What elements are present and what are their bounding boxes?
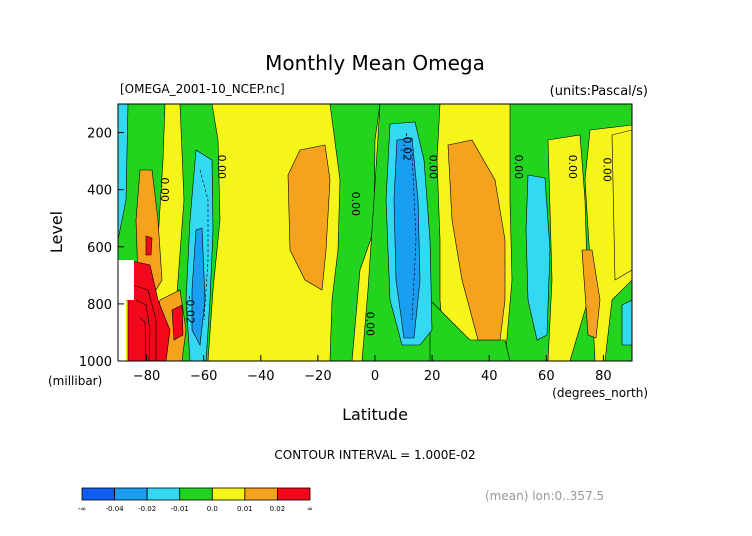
contour-value-label: 0.00 (349, 192, 362, 217)
contour-fill-green (429, 299, 511, 361)
contour-interval-label: CONTOUR INTERVAL = 1.000E-02 (274, 448, 475, 462)
contour-fill-orange (447, 139, 506, 341)
contour-fill-orange (581, 249, 601, 339)
y-tick-label: 200 (87, 127, 112, 142)
missing-data-area (118, 260, 134, 330)
x-tick-label: −60 (190, 369, 217, 384)
y-tick-label: 1000 (79, 355, 112, 370)
colorbar-label: -∞ (78, 505, 86, 513)
colorbar-label: -0.02 (138, 505, 156, 513)
mean-longitude-note: (mean) lon:0..357.5 (485, 489, 604, 503)
colorbar-label: -0.04 (106, 505, 125, 513)
colorbar-swatch (81, 487, 115, 501)
x-tick-label: 40 (481, 369, 498, 384)
y-tick-label: 400 (87, 184, 112, 199)
contour-value-label: -0.02 (401, 133, 414, 161)
x-tick-label: −40 (247, 369, 274, 384)
colorbar-swatch (179, 487, 213, 501)
contour-value-label: 0.00 (512, 155, 525, 180)
contour-fill-orange (287, 144, 331, 291)
x-tick-label: 60 (538, 369, 555, 384)
colorbar: -∞ -0.04 -0.02 -0.01 0.0 0.01 0.02 ∞ (78, 487, 313, 513)
contour-fill-lightblue (621, 299, 632, 346)
contour-line-dashed (199, 169, 209, 321)
contour-fill-red (145, 235, 153, 256)
x-tick-label: −20 (304, 369, 331, 384)
contour-fill-red (171, 304, 184, 341)
x-tick-label: 20 (424, 369, 441, 384)
colorbar-swatch (277, 487, 311, 501)
contour-fill-red (127, 259, 171, 361)
contour-line (132, 284, 157, 361)
contour-plot-area (118, 104, 632, 361)
contour-value-label: -0.02 (184, 295, 197, 323)
x-tick-label: 80 (595, 369, 612, 384)
y-axis: 200 400 600 800 1000 (79, 127, 124, 370)
x-axis-unit: (degrees_north) (552, 386, 648, 400)
contour-value-label: 0.00 (426, 155, 439, 180)
colorbar-label: 0.01 (237, 505, 253, 513)
colorbar-swatch (211, 487, 246, 501)
x-axis: −80 −60 −40 −20 0 20 40 60 80 (133, 355, 612, 384)
x-tick-label: 0 (371, 369, 379, 384)
contour-fill-green (329, 104, 381, 361)
contour-fill-blue (191, 227, 206, 346)
colorbar-label: 0.0 (207, 505, 218, 513)
chart-title: Monthly Mean Omega (265, 51, 485, 75)
y-axis-title: Level (47, 211, 66, 253)
y-axis-unit: (millibar) (48, 374, 102, 388)
units-label: (units:Pascal/s) (550, 84, 648, 99)
contour-fill-yellow (611, 129, 632, 281)
colorbar-swatch (114, 487, 148, 501)
colorbar-swatch (244, 487, 278, 501)
contour-fill-yellow (547, 134, 589, 361)
contour-value-label: 0.00 (363, 312, 376, 337)
contour-value-label: 0.00 (215, 155, 228, 180)
contour-label-group: 0.00 0.00 -0.02 0.00 0.00 -0.02 0.00 0.00 0.00 0.… (158, 133, 614, 337)
colorbar-swatch (146, 487, 181, 501)
colorbar-label: 0.02 (270, 505, 286, 513)
source-file-label: [OMEGA_2001-10_NCEP.nc] (120, 82, 285, 96)
contour-value-label: 0.00 (158, 177, 171, 202)
contour-fill-lightblue (525, 174, 551, 341)
missing-data-area (118, 330, 126, 361)
x-tick-label: −80 (133, 369, 160, 384)
y-tick-label: 600 (87, 241, 112, 256)
contour-value-label: 0.00 (600, 157, 613, 182)
contour-line-dashed (400, 149, 417, 321)
y-tick-label: 800 (87, 298, 112, 313)
x-axis-title: Latitude (342, 405, 408, 424)
colorbar-label: -0.01 (171, 505, 189, 513)
colorbar-label: ∞ (307, 505, 313, 513)
contour-fill-lightblue (118, 104, 129, 241)
contour-value-label: 0.00 (566, 155, 579, 180)
